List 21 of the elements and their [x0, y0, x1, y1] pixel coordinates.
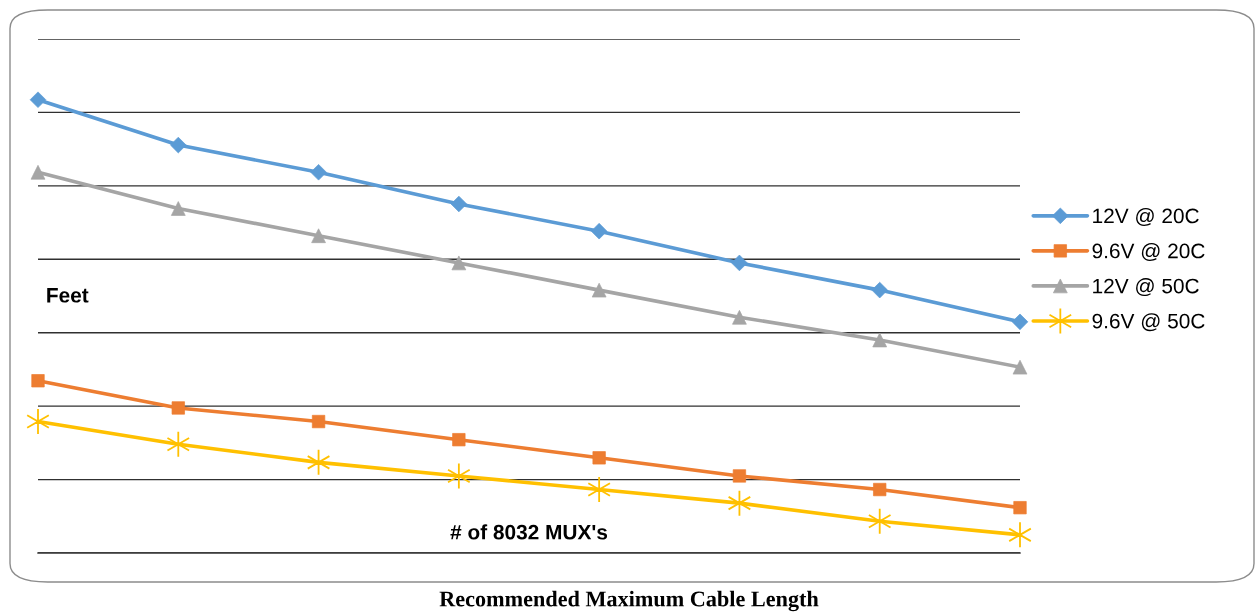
point [1013, 501, 1027, 515]
legend-label: 9.6V @ 20C [1092, 243, 1205, 262]
legend-label: 12V @ 20C [1093, 208, 1199, 226]
point [587, 476, 611, 503]
point [1008, 521, 1032, 549]
point [26, 408, 50, 435]
point [447, 462, 471, 490]
point [873, 482, 887, 497]
point [1011, 313, 1029, 331]
y-axis-title: Feet [47, 288, 89, 303]
point [732, 469, 747, 483]
legend-label: 12V @ 50C [1093, 278, 1199, 297]
point [170, 136, 187, 154]
text: Recommended Maximum Cable Length [439, 590, 819, 612]
point [867, 507, 892, 535]
point [166, 430, 191, 458]
point [731, 254, 748, 272]
x-axis-title: # of 8032 MUX's [450, 524, 608, 540]
legend-label: 9.6V @ 50C [1092, 313, 1205, 332]
point [29, 91, 47, 108]
point [452, 433, 466, 447]
